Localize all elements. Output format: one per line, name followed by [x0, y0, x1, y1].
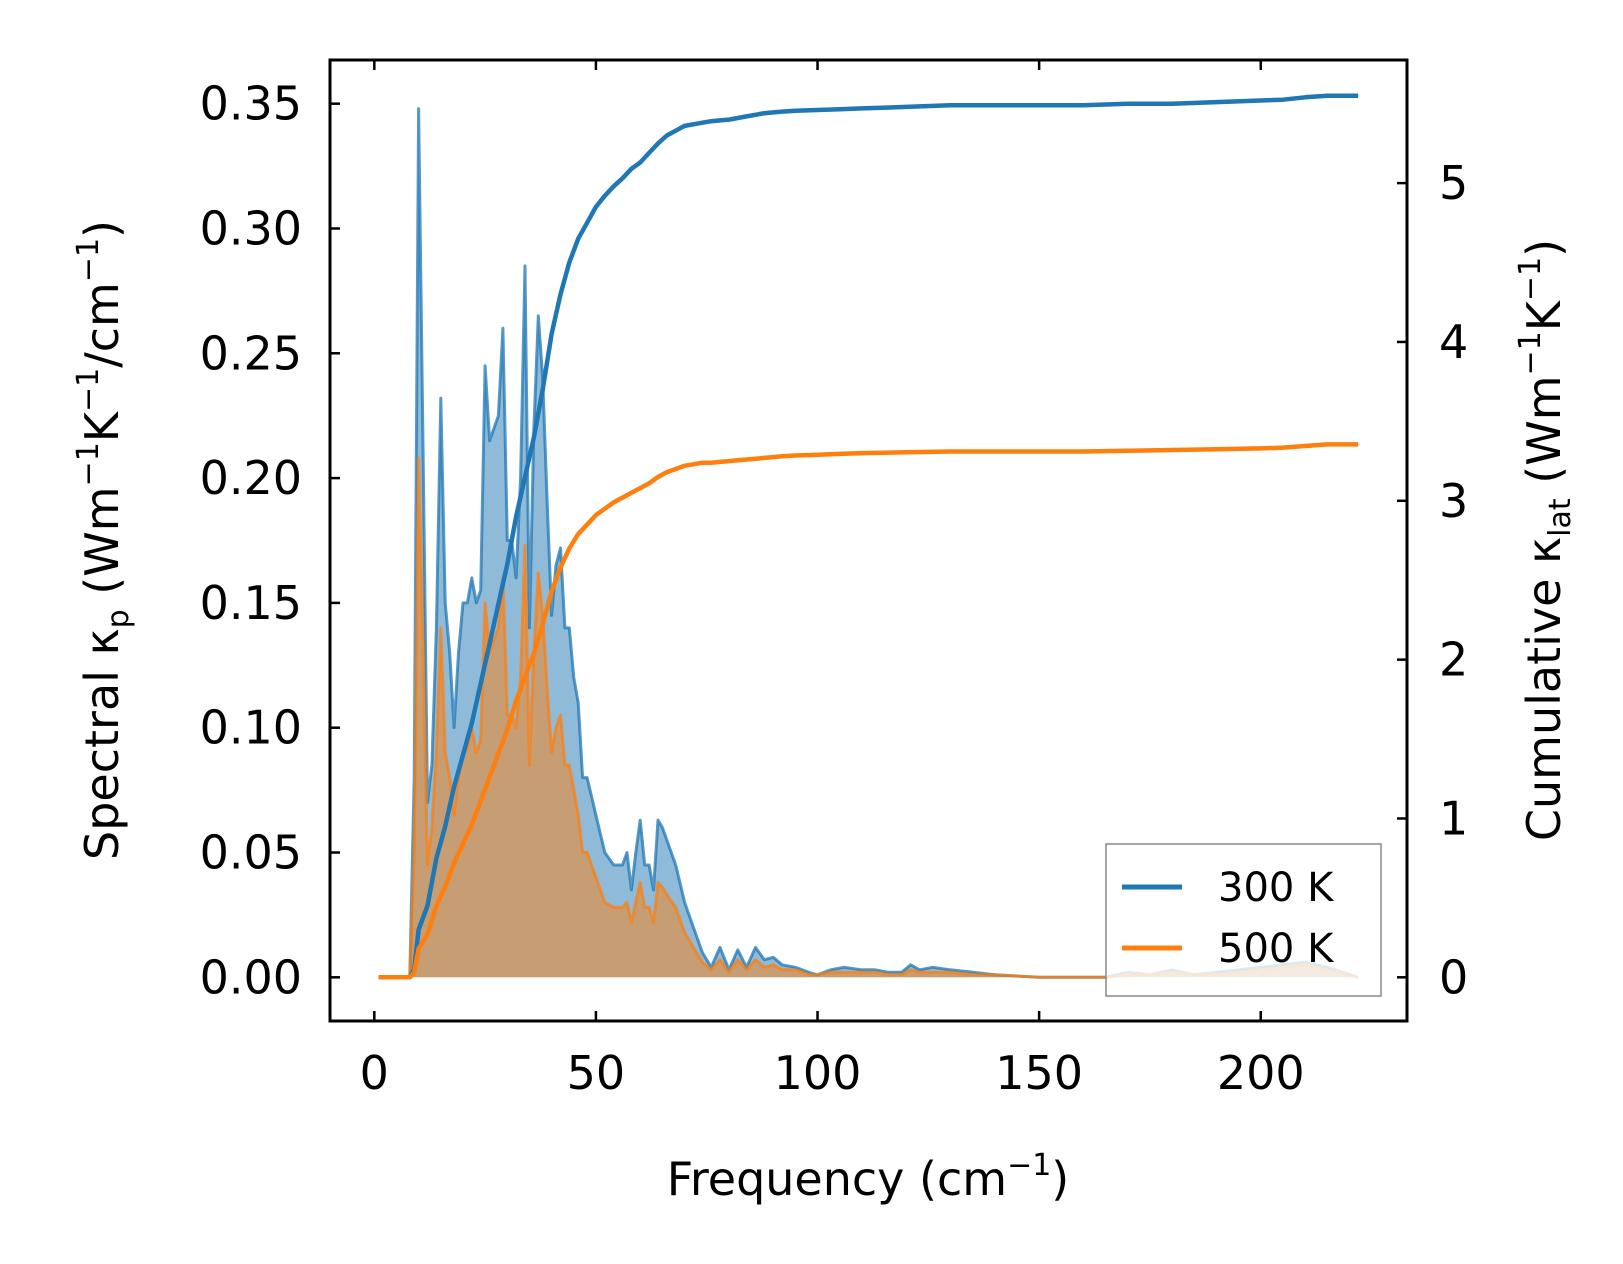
cumulative-lines	[378, 93, 1359, 980]
spectral-fills	[378, 108, 1359, 978]
left-y-tick-label: 0.10	[200, 701, 302, 755]
right-y-tick-label: 4	[1439, 315, 1468, 369]
right-y-tick-label: 2	[1439, 633, 1468, 687]
left-y-tick-label: 0.30	[200, 201, 302, 255]
x-tick-label: 0	[360, 1046, 389, 1100]
x-tick-label: 100	[774, 1046, 862, 1100]
left-y-axis-title: Spectral κp (Wm−1K−1/cm−1)	[71, 220, 136, 860]
x-tick-label: 200	[1217, 1046, 1305, 1100]
right-y-axis-title: Cumulative κlat (Wm−1K−1)	[1513, 239, 1578, 841]
left-y-tick-label: 0.20	[200, 451, 302, 505]
left-y-tick-label: 0.35	[200, 77, 302, 131]
legend-box	[1105, 843, 1382, 997]
right-y-tick-label: 3	[1439, 474, 1468, 528]
right-y-tick-label: 1	[1439, 791, 1468, 845]
right-y-axis-ticks: 0 1 2 3 4 5	[1397, 156, 1468, 1004]
spectral-line-500k	[378, 456, 1359, 979]
left-y-tick-label: 0.25	[200, 326, 302, 380]
spectral-line-300k	[378, 107, 1359, 979]
left-y-axis-ticks: 0.00 0.05 0.10 0.15 0.20 0.25 0.30 0.35	[200, 77, 340, 1004]
legend-label-300k: 300 K	[1218, 865, 1335, 911]
spectral-area-500k	[378, 458, 1359, 978]
cumulative-line-500k	[378, 442, 1359, 980]
legend-label-500k: 500 K	[1218, 926, 1335, 972]
x-axis-title: Frequency (cm−1)	[667, 1148, 1070, 1206]
plot-frame	[328, 58, 1409, 1023]
x-axis-ticks: 0 50 100 150 200	[360, 60, 1305, 1100]
legend: 300 K 500 K	[1105, 843, 1382, 997]
left-y-tick-label: 0.05	[200, 826, 302, 880]
cumulative-line-300k	[378, 93, 1359, 980]
right-y-tick-label: 0	[1439, 950, 1468, 1004]
x-tick-label: 50	[567, 1046, 626, 1100]
right-y-tick-label: 5	[1439, 156, 1468, 210]
spectral-lines	[378, 107, 1359, 979]
x-tick-label: 150	[995, 1046, 1083, 1100]
left-y-tick-label: 0.00	[200, 950, 302, 1004]
left-y-tick-label: 0.15	[200, 576, 302, 630]
